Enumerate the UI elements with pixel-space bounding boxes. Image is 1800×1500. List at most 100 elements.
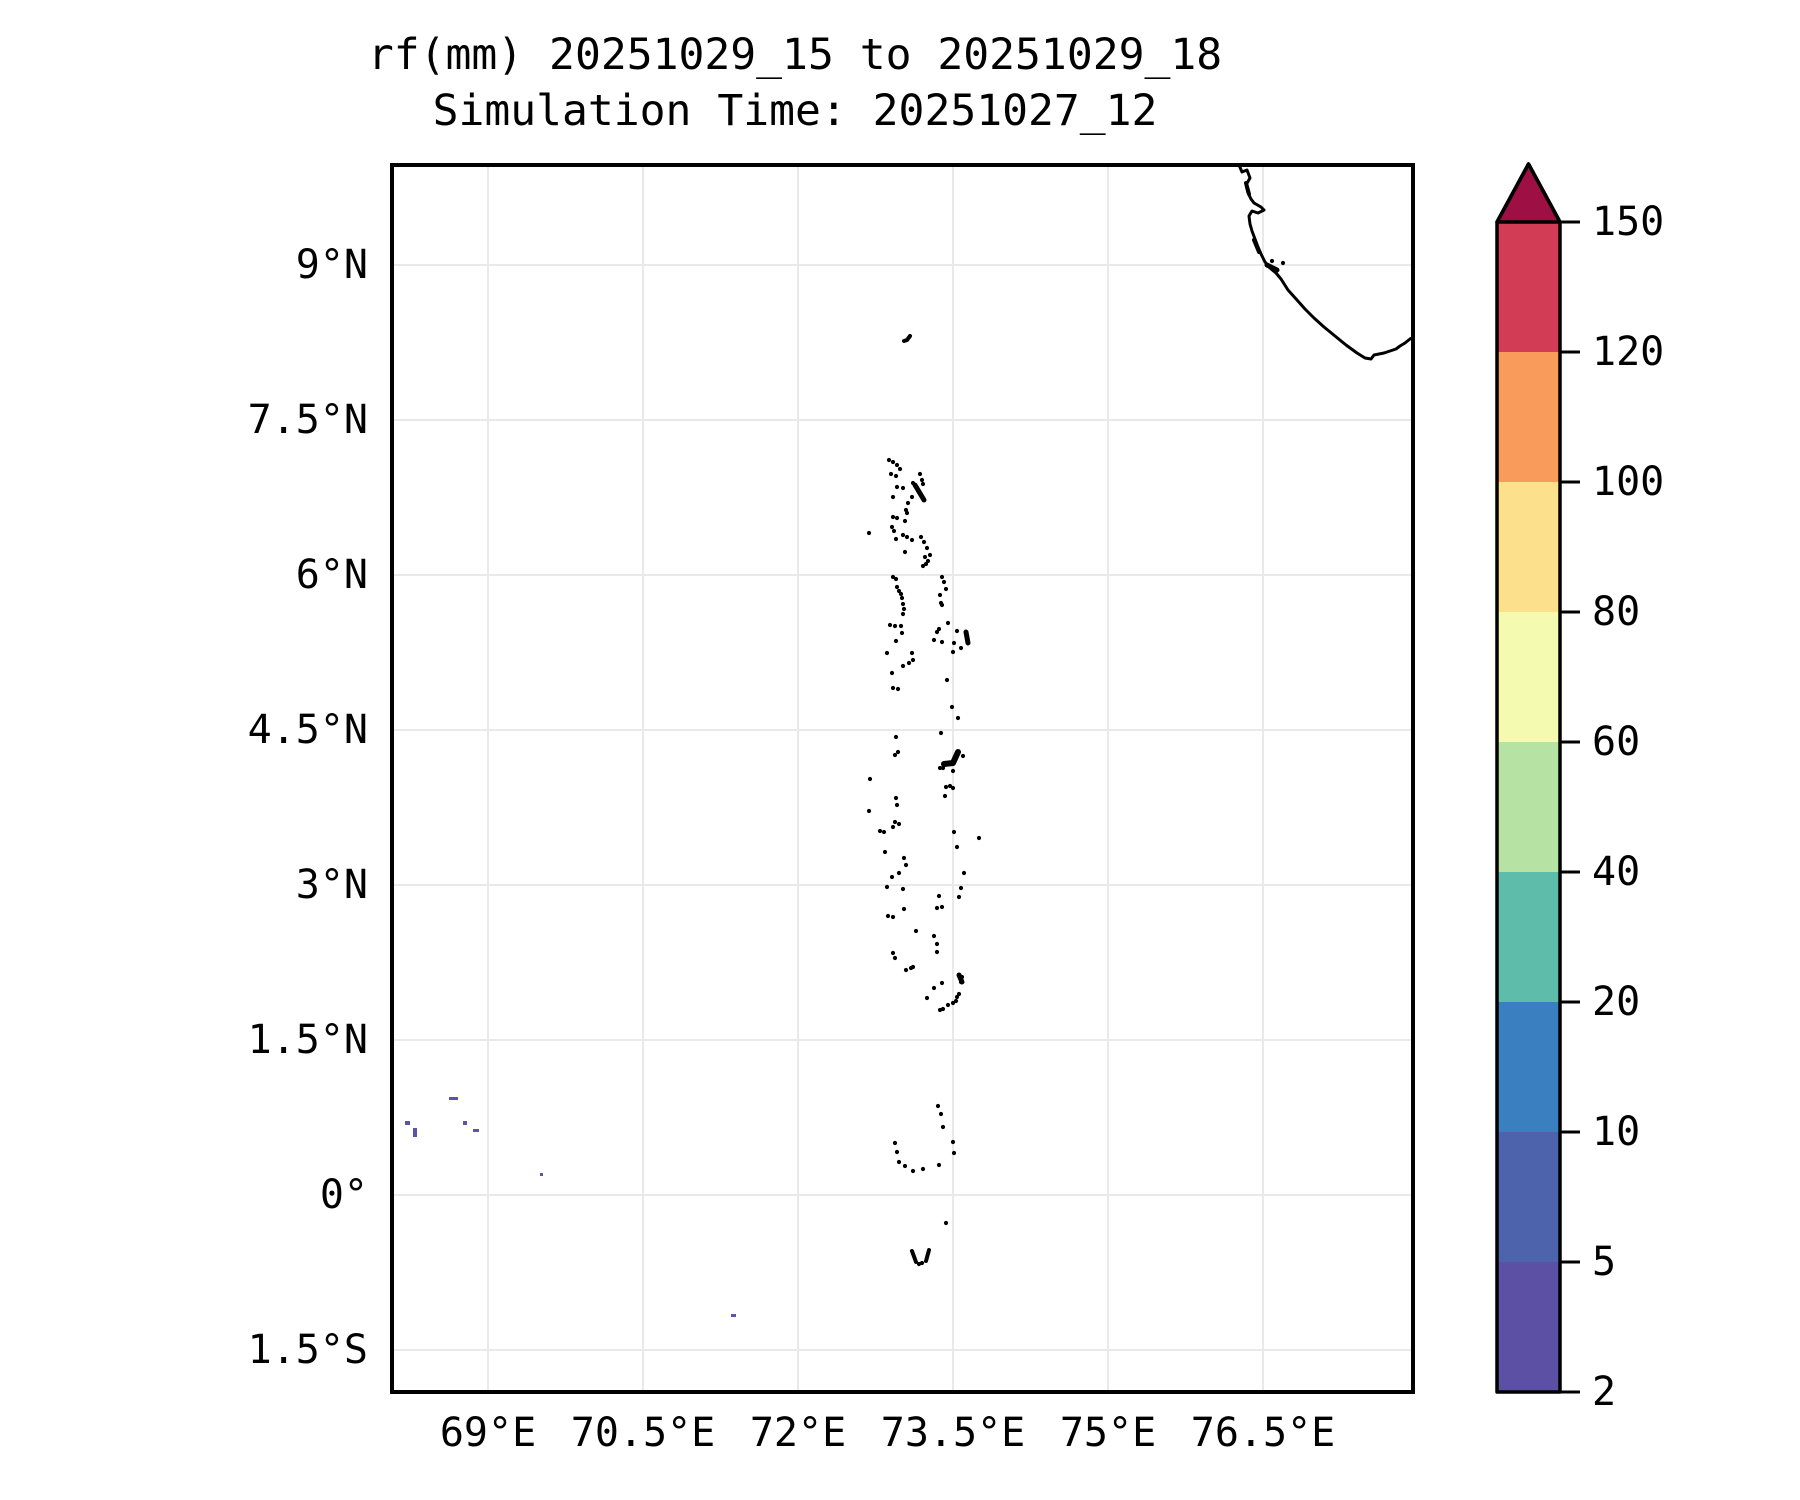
coast-lake-mark: [1252, 238, 1261, 254]
colorbar-tick-label: 2: [1592, 1369, 1617, 1415]
island-dot: [890, 459, 896, 465]
island-dot: [892, 1140, 898, 1146]
island-dot: [894, 584, 900, 590]
island-dot: [919, 477, 925, 483]
island-dot: [890, 574, 896, 580]
y-tick-label: 1.5°N: [247, 1017, 368, 1063]
island-dot: [924, 995, 930, 1001]
island-dot: [943, 586, 949, 592]
island-dot: [882, 849, 888, 855]
island-dot: [939, 574, 945, 580]
island-dot: [900, 611, 906, 617]
island-dot: [939, 602, 945, 608]
island-dot: [951, 640, 957, 646]
island-dot: [951, 829, 957, 835]
island-dot: [899, 595, 905, 601]
y-tick-label: 6°N: [295, 552, 368, 598]
island-dot: [950, 785, 956, 791]
island-dot: [909, 494, 915, 500]
rain-cell: [405, 1121, 410, 1125]
colorbar-segment: [1497, 1002, 1560, 1132]
island-dot: [976, 835, 982, 841]
island-dot: [954, 628, 960, 634]
island-dot: [866, 530, 872, 536]
island-dot: [894, 484, 900, 490]
island-dot: [943, 784, 949, 790]
island-dot: [935, 1103, 941, 1109]
island-dot: [900, 663, 906, 669]
island-dot: [924, 545, 930, 551]
island-dot: [954, 844, 960, 850]
island-dot: [938, 730, 944, 736]
island-dot: [945, 1002, 951, 1008]
island-dot: [947, 783, 953, 789]
island-bold-mark: [902, 334, 912, 343]
island-bold-mark: [910, 1249, 918, 1264]
island-dot: [901, 606, 907, 612]
island-dot: [1269, 258, 1275, 264]
island-dot: [895, 749, 901, 755]
island-dot: [867, 776, 873, 782]
island-dot: [881, 829, 887, 835]
colorbar-outline: [1495, 162, 1562, 1394]
colorbar-tick-label: 100: [1592, 459, 1665, 505]
island-dot: [901, 855, 907, 861]
island-dot: [887, 622, 893, 628]
colorbar-tick-label: 20: [1592, 979, 1641, 1025]
island-dot: [866, 808, 872, 814]
island-dot: [958, 885, 964, 891]
island-dot: [898, 623, 904, 629]
island-dot: [958, 645, 964, 651]
colorbar-segment: [1497, 352, 1560, 482]
rain-cell: [413, 1128, 417, 1137]
colorbar-extend-triangle: [1495, 162, 1562, 224]
x-tick-label: 70.5°E: [570, 1410, 716, 1456]
island-dot: [940, 1124, 946, 1130]
island-dot: [909, 537, 915, 543]
island-dot: [920, 563, 926, 569]
island-dot: [902, 518, 908, 524]
island-dot: [906, 660, 912, 666]
island-dot: [936, 1162, 942, 1168]
island-dot: [890, 824, 896, 830]
island-bold-mark: [912, 482, 927, 503]
island-dot: [896, 821, 902, 827]
island-dot: [954, 994, 960, 1000]
island-dot: [937, 592, 943, 598]
colorbar-segment: [1497, 742, 1560, 872]
island-dot: [934, 949, 940, 955]
island-dot: [917, 471, 923, 477]
island-dot: [950, 649, 956, 655]
island-dot: [950, 1000, 956, 1006]
island-dot: [951, 1150, 957, 1156]
coastline: [1237, 164, 1415, 361]
island-dot: [922, 554, 928, 560]
island-dot: [897, 466, 903, 472]
island-dot: [893, 734, 899, 740]
island-dot: [938, 1111, 944, 1117]
island-dot: [903, 862, 909, 868]
island-dot: [956, 991, 962, 997]
island-dot: [920, 1166, 926, 1172]
island-dot: [937, 765, 943, 771]
rain-cell: [473, 1129, 479, 1132]
island-dot: [934, 941, 940, 947]
island-dot: [1280, 260, 1286, 266]
island-dot: [896, 1159, 902, 1165]
island-dot: [890, 685, 896, 691]
island-dot: [888, 471, 894, 477]
plot-subtitle: Simulation Time: 20251027_12: [432, 86, 1158, 136]
island-dot: [945, 620, 951, 626]
x-tick-label: 76.5°E: [1190, 1410, 1336, 1456]
island-dot: [961, 870, 967, 876]
island-dot: [902, 1163, 908, 1169]
island-dot: [892, 955, 898, 961]
island-dot: [910, 657, 916, 663]
island-dot: [956, 894, 962, 900]
island-dot: [943, 1220, 949, 1226]
island-dot: [894, 515, 900, 521]
island-dot: [885, 913, 891, 919]
colorbar-segment: [1497, 612, 1560, 742]
island-dot: [909, 650, 915, 656]
island-dot: [940, 1006, 946, 1012]
